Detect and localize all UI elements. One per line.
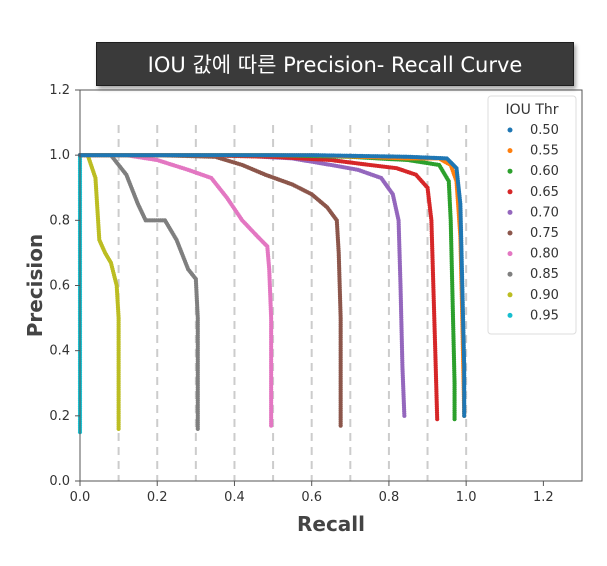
series-point [462,413,467,418]
chart-title: IOU 값에 따른 Precision- Recall Curve [96,42,574,86]
legend-marker [507,292,513,298]
series-0.80 [77,153,274,428]
legend-entry: 0.90 [530,288,559,303]
series-point [435,416,440,422]
legend-entry: 0.55 [530,144,559,159]
series-point [116,426,121,431]
legend: IOU Thr 0.50 0.55 0.60 0.65 0.70 0.75 0.80 0.85… [487,95,577,335]
y-tick-label: 0.4 [49,344,70,359]
series-point [195,426,200,431]
legend-entry: 0.50 [530,123,559,138]
x-tick-label: 1.0 [456,490,477,505]
series-point [338,423,343,428]
legend-entry: 0.60 [530,164,559,179]
x-tick-label: 1.2 [533,490,554,505]
legend-marker [507,168,513,174]
legend-title: IOU Thr [505,102,558,118]
vertical-guide-lines [117,125,468,481]
y-tick-label: 1.0 [49,148,70,163]
legend-entry: 0.80 [530,247,559,262]
legend-marker [507,271,513,277]
legend-marker [507,209,513,215]
legend-marker [507,251,513,257]
x-tick-label: 0.2 [147,490,168,505]
series-point [402,413,407,418]
x-tick-label: 0.0 [70,490,91,505]
legend-marker [507,148,513,154]
legend-marker [507,127,513,133]
x-tick-label: 0.8 [379,490,400,505]
series-0.90 [77,153,121,431]
legend-marker [507,189,513,195]
legend-marker [507,312,513,318]
series-0.50 [77,153,467,418]
y-tick-label: 0.0 [49,474,70,489]
x-tick-label: 0.6 [301,490,322,505]
y-tick-label: 1.2 [49,83,70,98]
legend-entry: 0.75 [530,226,559,241]
y-tick-label: 0.2 [49,409,70,424]
series-layer [77,153,467,435]
y-axis-label: Precision [23,234,47,338]
legend-entry: 0.65 [530,185,559,200]
series-point [452,416,457,422]
x-tick-label: 0.4 [224,490,245,505]
axis-ticks: 0.0 0.2 0.4 0.6 0.8 1.0 1.2 0.0 0.2 0.4 0.6 0.8 1.0 1… [49,83,553,505]
x-axis-label: Recall [297,512,365,536]
series-point [269,423,274,428]
legend-entry: 0.95 [530,308,559,323]
y-tick-label: 0.6 [49,279,70,294]
series-0.70 [77,153,407,418]
legend-entry: 0.70 [530,205,559,220]
legend-marker [507,230,513,236]
legend-entry: 0.85 [530,267,559,282]
y-tick-label: 0.8 [49,213,70,228]
